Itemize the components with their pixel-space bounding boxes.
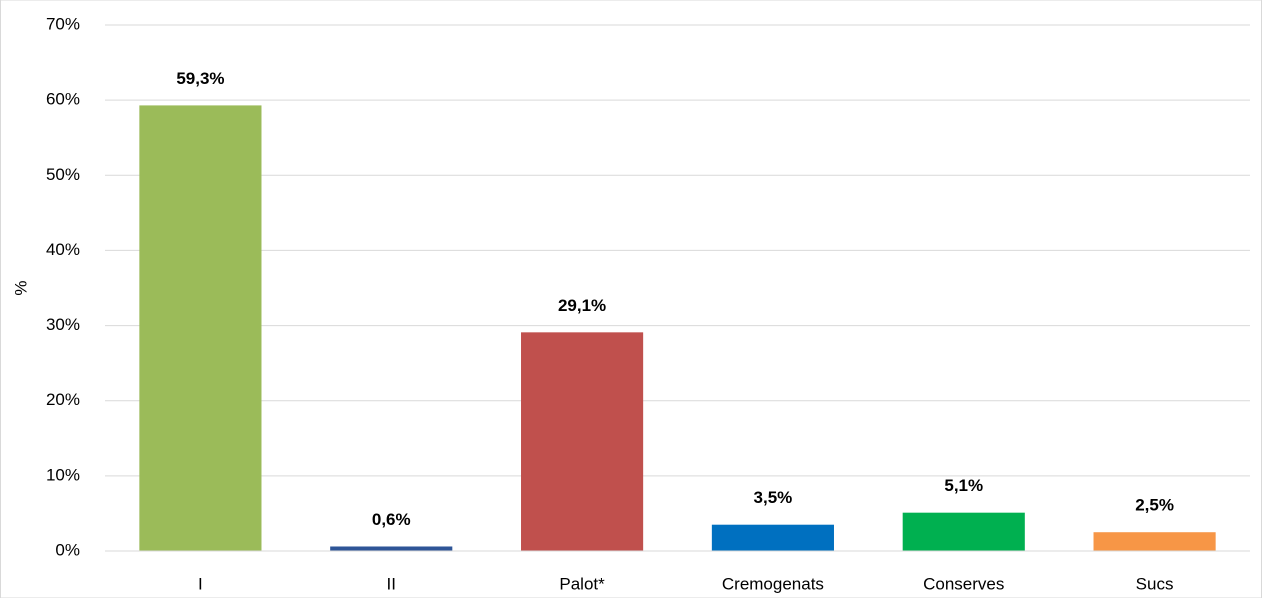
y-tick-label: 0% — [55, 540, 80, 559]
y-tick-label: 50% — [46, 165, 80, 184]
value-label: 0,6% — [372, 510, 411, 529]
y-axis-label: % — [11, 280, 30, 295]
y-tick-label: 70% — [46, 14, 80, 33]
bar — [711, 524, 834, 551]
value-label: 2,5% — [1135, 496, 1174, 515]
x-tick-label: I — [198, 574, 203, 593]
value-label: 5,1% — [944, 476, 983, 495]
bar — [1093, 532, 1216, 551]
x-tick-label: Conserves — [923, 574, 1004, 593]
x-tick-label: II — [387, 574, 396, 593]
x-tick-label: Cremogenats — [722, 574, 824, 593]
y-tick-label: 20% — [46, 390, 80, 409]
bar — [902, 512, 1025, 551]
value-label: 3,5% — [754, 488, 793, 507]
y-tick-label: 30% — [46, 315, 80, 334]
bar — [139, 105, 262, 551]
bar — [521, 332, 644, 551]
value-label: 29,1% — [558, 296, 606, 315]
y-tick-label: 40% — [46, 240, 80, 259]
x-tick-label: Sucs — [1136, 574, 1174, 593]
bar — [330, 546, 453, 551]
value-label: 59,3% — [176, 69, 224, 88]
y-tick-label: 10% — [46, 465, 80, 484]
x-tick-label: Palot* — [559, 574, 605, 593]
y-tick-label: 60% — [46, 90, 80, 109]
